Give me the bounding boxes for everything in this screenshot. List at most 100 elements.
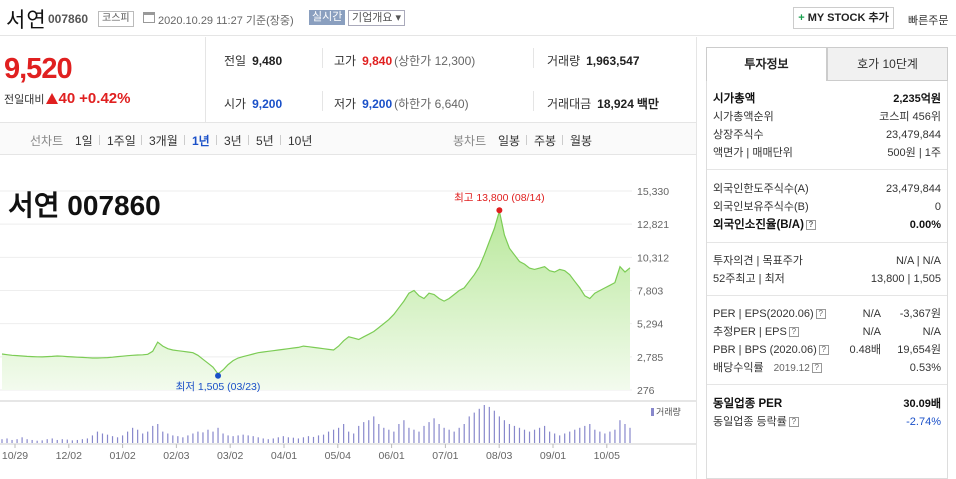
volume-bar <box>564 433 566 443</box>
period-3y[interactable]: 3년 <box>224 134 242 148</box>
volume-bar <box>101 433 104 443</box>
add-mystock-button[interactable]: + MY STOCK 추가 <box>793 7 894 29</box>
divider <box>248 135 249 145</box>
volume-bar <box>358 425 360 443</box>
help-icon[interactable]: ? <box>815 309 826 319</box>
divider <box>707 242 947 243</box>
divider <box>696 37 697 479</box>
y-tick-label: 5,294 <box>637 319 663 331</box>
period-3m[interactable]: 3개월 <box>149 134 178 148</box>
up-triangle-icon <box>46 93 59 104</box>
candle-monthly[interactable]: 월봉 <box>570 134 593 148</box>
plus-icon: + <box>798 12 805 24</box>
divider <box>141 135 142 145</box>
stat-sub: (상한가 12,300) <box>394 54 476 68</box>
row-value: -3,367원 <box>899 308 941 320</box>
volume-bar <box>86 438 89 443</box>
row-label: 투자의견 | 목표주가 <box>713 255 803 267</box>
stat-volume: 거래량 1,963,547 <box>547 52 640 69</box>
row-label-text: PER | EPS(2020.06) <box>713 308 814 320</box>
row-label-text: 추정PER | EPS <box>713 326 787 338</box>
candle-daily[interactable]: 일봉 <box>498 134 521 148</box>
row-value: 23,479,844 <box>885 129 941 141</box>
volume-bar <box>468 416 470 443</box>
x-tick-label: 09/01 <box>540 450 566 462</box>
change-label: 전일대비 <box>4 94 45 106</box>
volume-bar <box>363 422 365 443</box>
row-value: 0.48배 <box>849 344 881 356</box>
row-label-text: PBR | BPS (2020.06) <box>713 344 817 356</box>
quick-order-button[interactable]: 빠른주문 <box>908 15 949 27</box>
volume-bar <box>116 437 119 443</box>
change-amount: 40 <box>58 90 76 107</box>
candle-weekly[interactable]: 주봉 <box>534 134 557 148</box>
volume-bar <box>222 433 224 443</box>
volume-bar <box>478 408 480 443</box>
row-value: N/A <box>862 326 881 338</box>
tab-order-book[interactable]: 호가 10단계 <box>827 47 948 81</box>
volume-bar <box>343 424 345 443</box>
row-value: N/A | N/A <box>895 255 941 267</box>
help-icon[interactable]: ? <box>788 327 799 337</box>
volume-bar <box>197 431 199 443</box>
help-icon[interactable]: ? <box>788 417 799 427</box>
high-point <box>496 207 503 214</box>
volume-bar <box>594 429 596 443</box>
x-tick-label: 03/02 <box>217 450 243 462</box>
divider <box>184 135 185 145</box>
volume-bar <box>157 424 159 443</box>
x-tick-label: 07/01 <box>432 450 458 462</box>
volume-bar <box>232 436 234 443</box>
row-value: 코스피 456위 <box>879 111 941 123</box>
period-1y[interactable]: 1년 <box>192 134 210 148</box>
invest-info-panel: 투자정보 호가 10단계 시가총액 2,235억원 시가총액순위 코스피 456위 … <box>706 47 948 479</box>
period-10y[interactable]: 10년 <box>288 134 313 148</box>
volume-legend-swatch <box>651 408 654 416</box>
volume-bar <box>332 429 335 443</box>
help-icon[interactable]: ? <box>818 345 829 355</box>
volume-bar <box>257 437 259 443</box>
row-industry-per: 동일업종 PER 30.09배 <box>713 396 941 412</box>
row-label: 52주최고 | 최저 <box>713 273 785 285</box>
row-label: 외국인보유주식수(B) <box>713 201 809 213</box>
volume-bar <box>508 424 511 443</box>
row-market-rank: 시가총액순위 코스피 456위 <box>713 109 941 125</box>
period-1d[interactable]: 1일 <box>75 134 93 148</box>
volume-bar <box>493 410 495 443</box>
tab-invest-info[interactable]: 투자정보 <box>706 47 827 81</box>
x-tick-label: 04/01 <box>271 450 297 462</box>
row-label: 동일업종 등락률? <box>713 414 799 430</box>
volume-bar <box>172 435 174 443</box>
volume-bar <box>554 433 556 443</box>
corp-info-dropdown[interactable]: 기업개요 ▾ <box>348 10 406 26</box>
volume-bar <box>533 429 536 443</box>
divider <box>707 169 947 170</box>
volume-bar <box>398 424 400 443</box>
stat-open: 시가 9,200 <box>224 95 282 112</box>
help-icon[interactable]: ? <box>811 363 822 373</box>
stat-label: 저가 <box>334 97 357 111</box>
volume-bar <box>287 437 289 443</box>
volume-bar <box>368 420 370 443</box>
help-icon[interactable]: ? <box>805 220 816 230</box>
volume-bar <box>599 431 601 443</box>
volume-bar <box>207 429 209 443</box>
volume-bar <box>297 438 300 443</box>
volume-bar <box>147 431 149 443</box>
volume-bar <box>182 437 184 443</box>
stock-name: 서연 <box>6 9 47 32</box>
period-1w[interactable]: 1주일 <box>107 134 136 148</box>
market-badge: 코스피 <box>98 11 134 27</box>
volume-bar <box>428 422 430 443</box>
volume-bar <box>252 436 254 443</box>
stat-amount: 거래대금 18,924 백만 <box>547 95 659 112</box>
row-value: -2.74% <box>906 416 941 428</box>
divider <box>280 135 281 145</box>
volume-bar <box>473 412 475 443</box>
volume-bar <box>202 432 204 443</box>
volume-bar <box>373 416 375 443</box>
volume-bar <box>36 440 38 443</box>
period-5y[interactable]: 5년 <box>256 134 274 148</box>
row-label: PER | EPS(2020.06)? <box>713 306 826 322</box>
row-value: N/A <box>922 326 941 338</box>
